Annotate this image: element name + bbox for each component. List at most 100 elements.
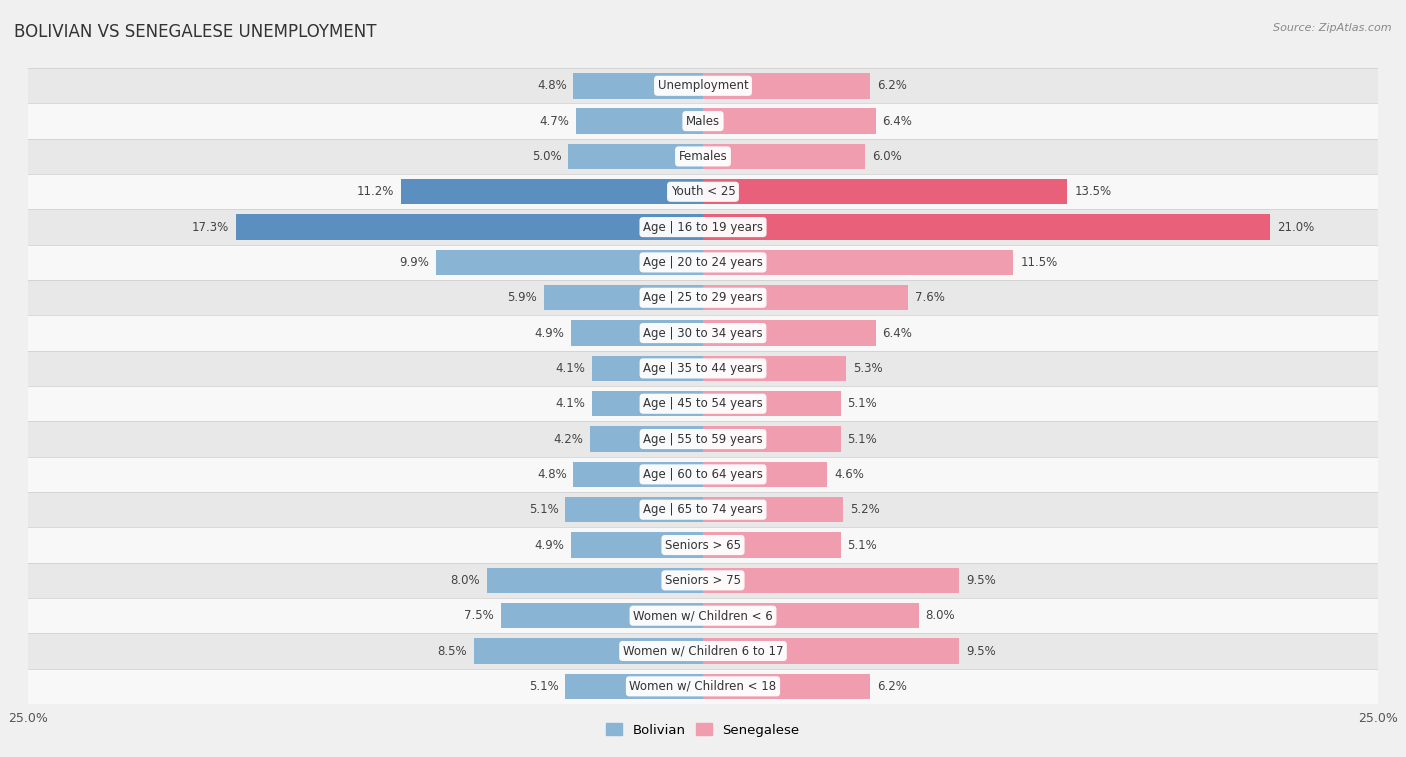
Bar (703, 462, 827, 487)
Text: Women w/ Children 6 to 17: Women w/ Children 6 to 17 (623, 644, 783, 658)
Text: 6.4%: 6.4% (883, 114, 912, 128)
Text: 13.5%: 13.5% (1074, 185, 1111, 198)
Bar (703, 532, 841, 558)
Text: 5.9%: 5.9% (508, 291, 537, 304)
Bar (703, 426, 841, 452)
Text: 7.6%: 7.6% (915, 291, 945, 304)
Text: 5.1%: 5.1% (848, 538, 877, 552)
Bar (501, 603, 703, 628)
Bar (28, 139, 1378, 174)
Bar (28, 422, 1378, 456)
Text: Source: ZipAtlas.com: Source: ZipAtlas.com (1274, 23, 1392, 33)
Bar (28, 104, 1378, 139)
Bar (486, 568, 703, 593)
Bar (589, 426, 703, 452)
Text: 4.9%: 4.9% (534, 538, 564, 552)
Text: 17.3%: 17.3% (193, 220, 229, 234)
Bar (28, 492, 1378, 528)
Text: Age | 25 to 29 years: Age | 25 to 29 years (643, 291, 763, 304)
Bar (571, 320, 703, 346)
Text: 4.1%: 4.1% (555, 362, 585, 375)
Bar (576, 108, 703, 134)
Bar (436, 250, 703, 275)
Bar (28, 245, 1378, 280)
Bar (568, 144, 703, 169)
Bar (28, 668, 1378, 704)
Bar (703, 144, 865, 169)
Text: 6.4%: 6.4% (883, 326, 912, 340)
Text: 9.5%: 9.5% (966, 644, 995, 658)
Text: 9.9%: 9.9% (399, 256, 429, 269)
Bar (592, 356, 703, 381)
Bar (703, 638, 959, 664)
Text: Age | 45 to 54 years: Age | 45 to 54 years (643, 397, 763, 410)
Text: Age | 30 to 34 years: Age | 30 to 34 years (643, 326, 763, 340)
Text: 4.7%: 4.7% (540, 114, 569, 128)
Text: Age | 35 to 44 years: Age | 35 to 44 years (643, 362, 763, 375)
Bar (703, 674, 870, 699)
Text: 9.5%: 9.5% (966, 574, 995, 587)
Bar (28, 316, 1378, 350)
Bar (592, 391, 703, 416)
Text: 5.1%: 5.1% (529, 503, 558, 516)
Bar (28, 562, 1378, 598)
Bar (703, 73, 870, 98)
Bar (401, 179, 703, 204)
Text: Males: Males (686, 114, 720, 128)
Bar (571, 532, 703, 558)
Text: Women w/ Children < 6: Women w/ Children < 6 (633, 609, 773, 622)
Text: 11.5%: 11.5% (1021, 256, 1057, 269)
Text: 4.8%: 4.8% (537, 79, 567, 92)
Bar (28, 350, 1378, 386)
Bar (28, 598, 1378, 634)
Text: 4.6%: 4.6% (834, 468, 863, 481)
Text: Age | 16 to 19 years: Age | 16 to 19 years (643, 220, 763, 234)
Bar (28, 68, 1378, 104)
Bar (703, 391, 841, 416)
Bar (28, 528, 1378, 562)
Bar (703, 568, 959, 593)
Text: 4.1%: 4.1% (555, 397, 585, 410)
Bar (28, 386, 1378, 422)
Text: Youth < 25: Youth < 25 (671, 185, 735, 198)
Text: 6.2%: 6.2% (877, 680, 907, 693)
Bar (574, 462, 703, 487)
Text: 5.2%: 5.2% (851, 503, 880, 516)
Bar (703, 603, 920, 628)
Text: 6.0%: 6.0% (872, 150, 901, 163)
Text: Females: Females (679, 150, 727, 163)
Bar (28, 210, 1378, 245)
Text: 4.2%: 4.2% (553, 432, 583, 446)
Bar (565, 674, 703, 699)
Bar (236, 214, 703, 240)
Text: 5.0%: 5.0% (531, 150, 561, 163)
Text: 4.9%: 4.9% (534, 326, 564, 340)
Text: Seniors > 65: Seniors > 65 (665, 538, 741, 552)
Bar (703, 497, 844, 522)
Text: 8.5%: 8.5% (437, 644, 467, 658)
Text: 8.0%: 8.0% (451, 574, 481, 587)
Bar (574, 73, 703, 98)
Bar (703, 214, 1270, 240)
Text: Age | 65 to 74 years: Age | 65 to 74 years (643, 503, 763, 516)
Text: 11.2%: 11.2% (357, 185, 394, 198)
Text: 4.8%: 4.8% (537, 468, 567, 481)
Bar (28, 280, 1378, 316)
Bar (28, 174, 1378, 210)
Bar (703, 179, 1067, 204)
Text: Age | 20 to 24 years: Age | 20 to 24 years (643, 256, 763, 269)
Text: 5.3%: 5.3% (853, 362, 883, 375)
Text: 8.0%: 8.0% (925, 609, 955, 622)
Bar (28, 634, 1378, 668)
Bar (544, 285, 703, 310)
Text: BOLIVIAN VS SENEGALESE UNEMPLOYMENT: BOLIVIAN VS SENEGALESE UNEMPLOYMENT (14, 23, 377, 41)
Legend: Bolivian, Senegalese: Bolivian, Senegalese (600, 718, 806, 742)
Text: Age | 60 to 64 years: Age | 60 to 64 years (643, 468, 763, 481)
Text: 21.0%: 21.0% (1277, 220, 1313, 234)
Text: 5.1%: 5.1% (848, 397, 877, 410)
Text: Unemployment: Unemployment (658, 79, 748, 92)
Bar (565, 497, 703, 522)
Bar (703, 250, 1014, 275)
Bar (703, 320, 876, 346)
Text: 7.5%: 7.5% (464, 609, 494, 622)
